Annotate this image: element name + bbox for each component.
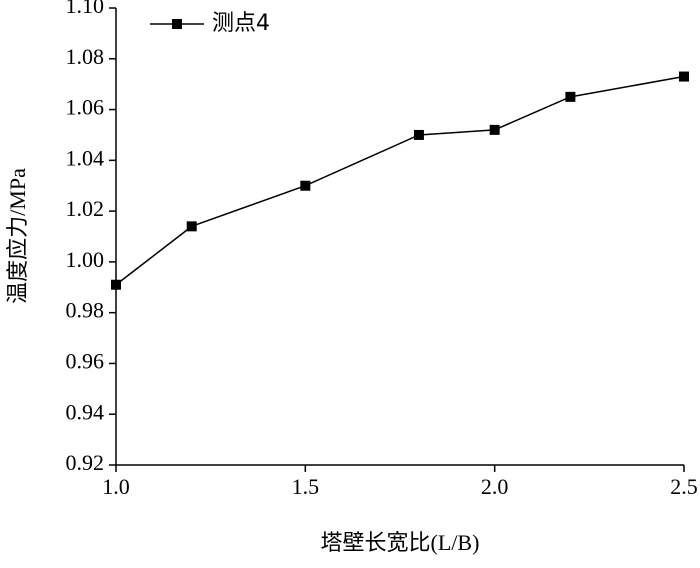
y-tick-label: 1.06 bbox=[66, 95, 105, 120]
x-tick-label: 1.0 bbox=[102, 474, 130, 499]
x-tick-label: 1.5 bbox=[292, 474, 320, 499]
y-axis-label: 温度应力/MPa bbox=[5, 168, 30, 304]
y-tick-label: 0.94 bbox=[66, 399, 105, 424]
legend-label: 测点4 bbox=[212, 11, 270, 36]
y-tick-label: 1.04 bbox=[66, 145, 105, 170]
y-tick-label: 0.96 bbox=[66, 348, 105, 373]
x-axis-label: 塔壁长宽比(L/B) bbox=[321, 530, 480, 555]
point bbox=[679, 71, 689, 82]
point bbox=[489, 124, 500, 135]
y-tick-label: 1.08 bbox=[66, 44, 105, 69]
x-tick-label: 2.0 bbox=[481, 474, 509, 499]
point bbox=[413, 129, 424, 140]
point bbox=[565, 91, 576, 102]
y-tick-label: 0.92 bbox=[66, 450, 105, 475]
point bbox=[300, 180, 311, 191]
y-tick-label: 1.10 bbox=[66, 0, 105, 18]
legend-marker bbox=[172, 19, 182, 29]
y-tick-label: 1.02 bbox=[66, 196, 105, 221]
series-line bbox=[115, 75, 685, 286]
point bbox=[111, 279, 121, 290]
point bbox=[186, 221, 197, 232]
x-tick-label: 2.5 bbox=[670, 474, 698, 499]
y-tick-label: 1.00 bbox=[66, 247, 105, 272]
y-tick-label: 0.98 bbox=[66, 298, 105, 323]
